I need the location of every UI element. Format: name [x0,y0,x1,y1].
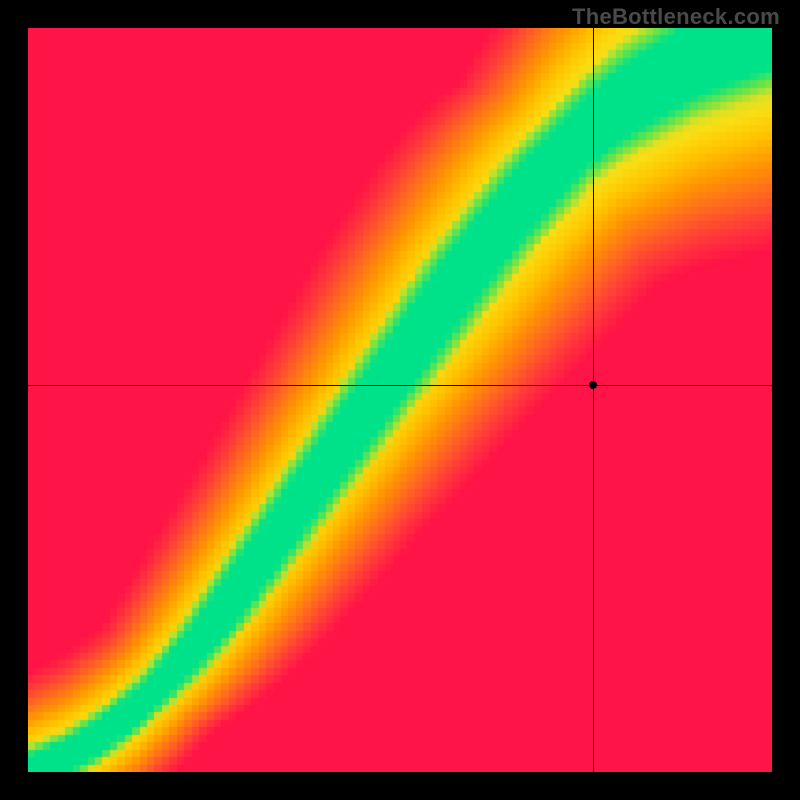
heatmap-plot [28,28,772,772]
watermark-text: TheBottleneck.com [572,4,780,30]
heatmap-canvas [28,28,772,772]
crosshair-horizontal [28,385,772,386]
crosshair-marker [589,381,597,389]
crosshair-vertical [593,28,594,772]
